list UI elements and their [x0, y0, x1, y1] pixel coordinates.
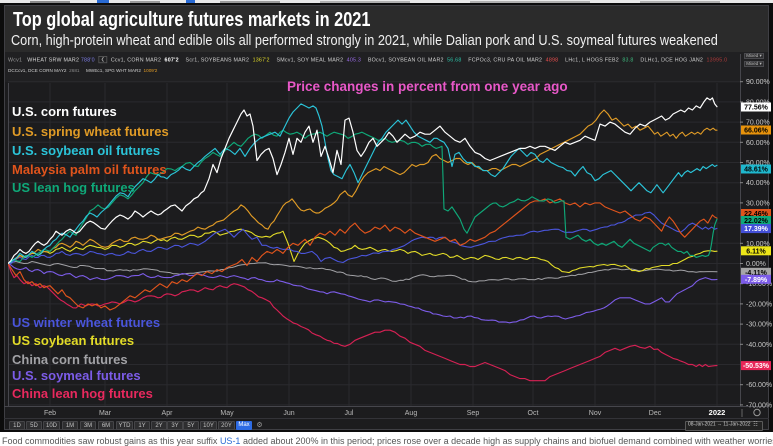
svg-text:-10.00%: -10.00% — [746, 281, 772, 288]
svg-text:30.00%: 30.00% — [746, 200, 770, 207]
svg-text:-60.00%: -60.00% — [746, 382, 772, 389]
svg-text:-4.11%: -4.11% — [745, 270, 768, 277]
svg-text:Sep: Sep — [467, 410, 480, 417]
svg-text:May: May — [220, 410, 234, 417]
svg-text:60.00%: 60.00% — [746, 140, 770, 147]
svg-text:-40.00%: -40.00% — [746, 342, 772, 349]
svg-text:70.00%: 70.00% — [746, 120, 770, 127]
svg-text:Apr: Apr — [162, 410, 174, 417]
svg-text:Jun: Jun — [283, 410, 294, 417]
svg-text:Dec: Dec — [649, 410, 662, 417]
svg-text:22.46%: 22.46% — [744, 211, 769, 218]
svg-text:48.61%: 48.61% — [744, 167, 769, 174]
svg-text:-50.53%: -50.53% — [743, 363, 770, 370]
svg-text:90.00%: 90.00% — [746, 79, 770, 86]
svg-text:50.00%: 50.00% — [746, 160, 770, 167]
svg-text:Nov: Nov — [589, 410, 602, 417]
svg-text:22.02%: 22.02% — [744, 218, 769, 225]
svg-text:-70.00%: -70.00% — [746, 402, 772, 409]
svg-text:-30.00%: -30.00% — [746, 322, 772, 329]
svg-text:Aug: Aug — [405, 410, 418, 417]
svg-text:Oct: Oct — [528, 410, 539, 417]
svg-text:Jul: Jul — [345, 410, 354, 417]
svg-text:40.00%: 40.00% — [746, 180, 770, 187]
svg-text:6.11%: 6.11% — [746, 248, 766, 255]
svg-text:Feb: Feb — [44, 410, 56, 417]
svg-text:Mar: Mar — [99, 410, 112, 417]
svg-text:77.56%: 77.56% — [744, 105, 769, 112]
svg-text:-7.89%: -7.89% — [745, 277, 768, 284]
svg-text:0.00%: 0.00% — [746, 261, 766, 268]
svg-text:-20.00%: -20.00% — [746, 301, 772, 308]
svg-text:17.39%: 17.39% — [744, 226, 769, 233]
svg-text:10.00%: 10.00% — [746, 241, 770, 248]
svg-text:2022: 2022 — [709, 408, 726, 417]
svg-text:66.06%: 66.06% — [744, 128, 769, 135]
